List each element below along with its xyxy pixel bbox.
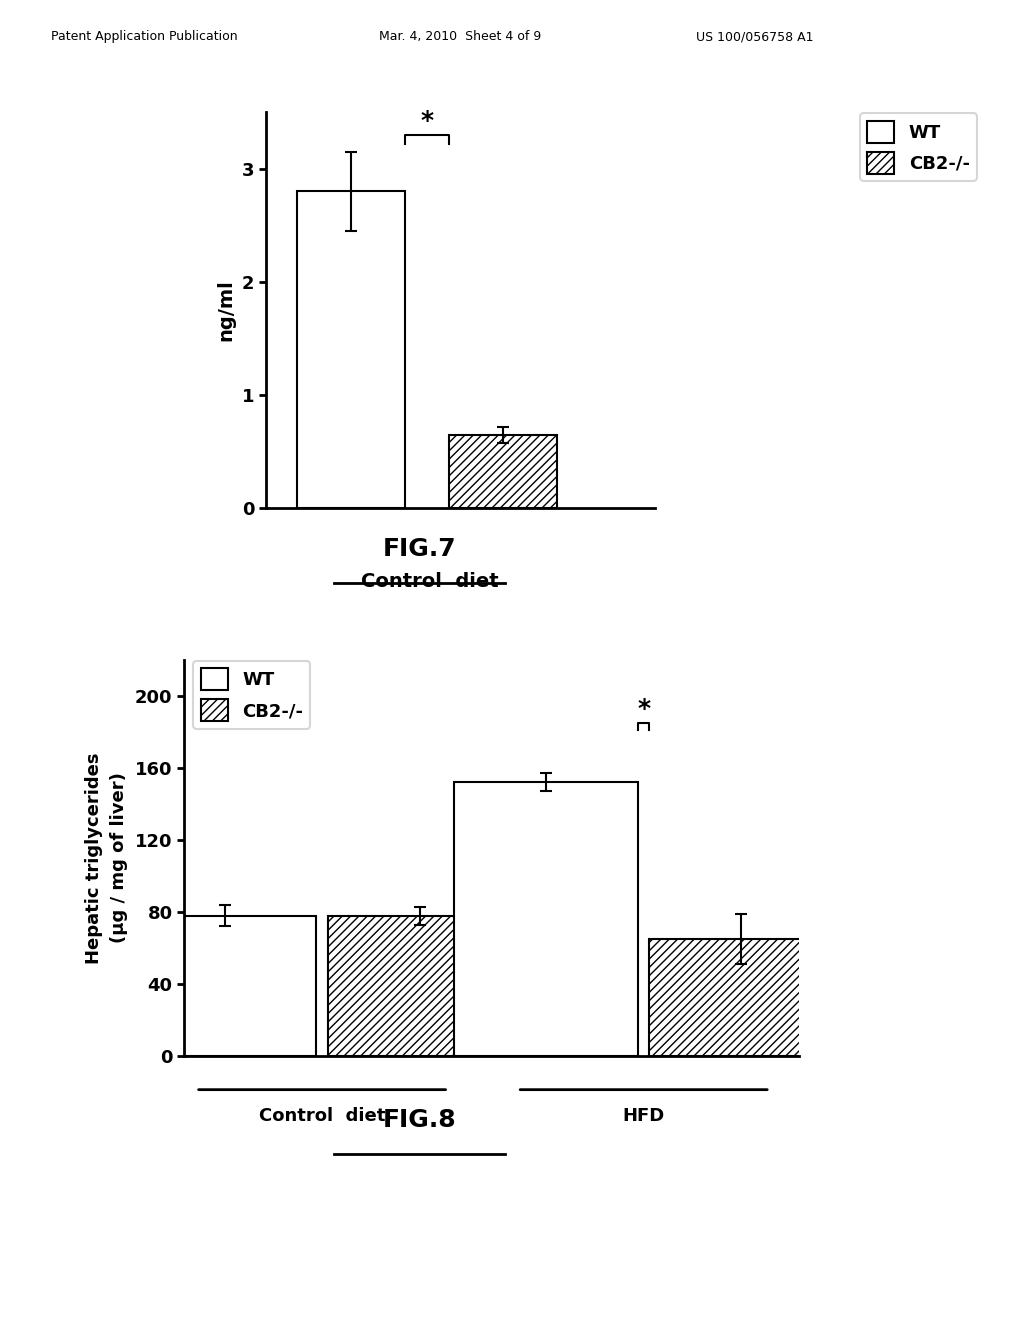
- Y-axis label: ng/ml: ng/ml: [216, 280, 234, 341]
- Text: FIG.8: FIG.8: [383, 1109, 457, 1133]
- Legend: WT, CB2-/-: WT, CB2-/-: [194, 661, 310, 729]
- Text: FIG.7: FIG.7: [383, 537, 457, 561]
- Bar: [328, 916, 512, 1056]
- Bar: [449, 434, 557, 508]
- Text: Patent Application Publication: Patent Application Publication: [51, 30, 238, 44]
- Y-axis label: Hepatic triglycerides
(μg / mg of liver): Hepatic triglycerides (μg / mg of liver): [85, 752, 128, 964]
- Text: HFD: HFD: [623, 1107, 665, 1126]
- Bar: [133, 916, 316, 1056]
- Text: Control  diet: Control diet: [360, 572, 499, 590]
- Text: *: *: [421, 108, 433, 132]
- Bar: [297, 191, 404, 508]
- Bar: [455, 783, 638, 1056]
- Text: Mar. 4, 2010  Sheet 4 of 9: Mar. 4, 2010 Sheet 4 of 9: [379, 30, 541, 44]
- Text: *: *: [637, 697, 650, 721]
- Text: Control  diet: Control diet: [259, 1107, 385, 1126]
- Text: US 100/056758 A1: US 100/056758 A1: [696, 30, 814, 44]
- Legend: WT, CB2-/-: WT, CB2-/-: [860, 114, 977, 181]
- Bar: [649, 939, 834, 1056]
